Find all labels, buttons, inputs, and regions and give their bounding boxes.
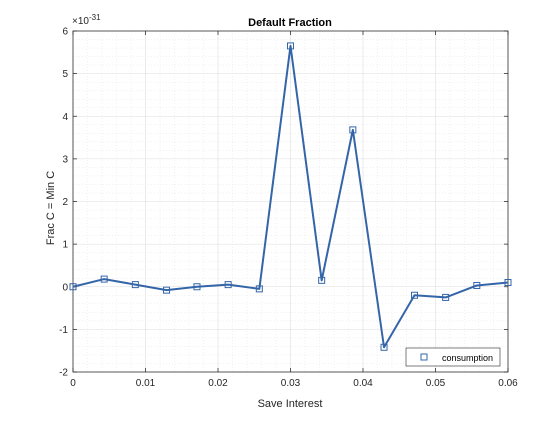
x-tick-label: 0.04 bbox=[353, 378, 373, 389]
x-tick-label: 0.02 bbox=[208, 378, 228, 389]
x-tick-label: 0.06 bbox=[498, 378, 518, 389]
y-axis-exponent-power: -31 bbox=[89, 13, 101, 22]
data-point bbox=[318, 276, 326, 284]
y-axis-exponent-base: ×10 bbox=[72, 16, 89, 27]
y-tick-label: -1 bbox=[59, 325, 68, 336]
data-point bbox=[473, 281, 481, 289]
x-tick-label: 0.01 bbox=[136, 378, 156, 389]
data-point bbox=[100, 275, 108, 283]
y-tick-label: -2 bbox=[59, 368, 68, 379]
data-point bbox=[131, 281, 139, 289]
data-point bbox=[504, 278, 512, 286]
data-point bbox=[410, 291, 418, 299]
chart-title: Default Fraction bbox=[248, 17, 332, 29]
y-tick-label: 4 bbox=[62, 112, 68, 123]
legend-marker-consumption bbox=[420, 353, 428, 361]
data-point bbox=[287, 42, 294, 50]
x-axis-ticks: 0 0.01 0.02 0.03 0.04 0.05 0.06 bbox=[70, 31, 518, 389]
data-point bbox=[380, 343, 388, 351]
legend: consumption bbox=[405, 347, 501, 367]
legend-label-consumption: consumption bbox=[442, 353, 493, 363]
y-tick-label: 2 bbox=[62, 197, 68, 208]
data-point bbox=[224, 281, 232, 289]
y-axis-label: Frac C = Min C bbox=[45, 171, 57, 245]
y-tick-label: 5 bbox=[62, 69, 68, 80]
y-tick-label: 3 bbox=[62, 154, 68, 165]
x-tick-label: 0.03 bbox=[281, 378, 301, 389]
legend-box bbox=[405, 347, 501, 367]
x-tick-label: 0.05 bbox=[426, 378, 446, 389]
series-line-consumption bbox=[72, 44, 509, 349]
data-point bbox=[69, 283, 77, 291]
y-axis-exponent: ×10-31 bbox=[72, 13, 101, 27]
series-layer bbox=[69, 42, 512, 351]
y-tick-label: 1 bbox=[62, 240, 68, 251]
data-point bbox=[442, 293, 450, 301]
y-axis-ticks: -2 -1 0 1 2 3 4 5 6 bbox=[59, 27, 508, 379]
x-axis-label: Save Interest bbox=[258, 398, 323, 410]
data-point bbox=[163, 286, 171, 294]
data-point bbox=[193, 283, 201, 291]
data-point bbox=[349, 126, 357, 134]
x-tick-label: 0 bbox=[70, 378, 76, 389]
y-tick-label: 6 bbox=[62, 27, 68, 38]
data-point bbox=[255, 285, 263, 293]
y-tick-label: 0 bbox=[62, 282, 68, 293]
